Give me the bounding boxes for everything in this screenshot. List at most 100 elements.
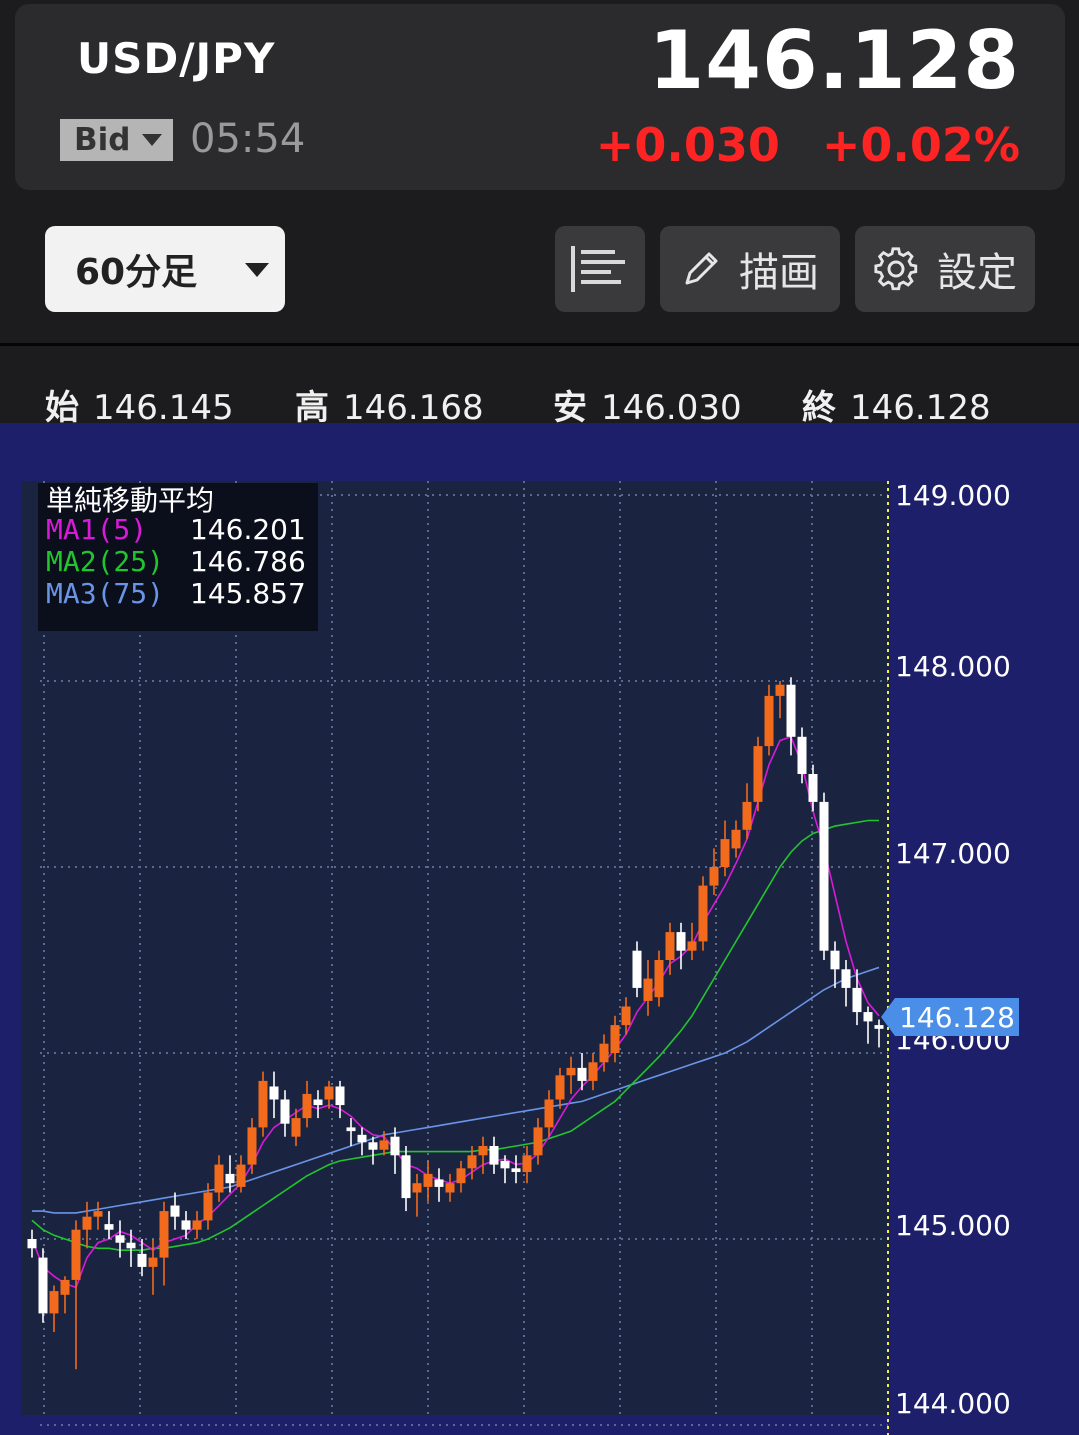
- candle: [698, 876, 708, 951]
- price-chart[interactable]: 単純移動平均 MA1(5) 146.201 MA2(25) 146.786 MA3(…: [0, 423, 1079, 1435]
- candle-body: [302, 1093, 312, 1119]
- candle: [401, 1146, 411, 1212]
- change-percent: +0.02%: [821, 118, 1020, 172]
- candle-body: [610, 1025, 620, 1053]
- settings-button[interactable]: 設定: [855, 226, 1035, 312]
- ma2-value: 146.786: [190, 545, 306, 578]
- period-label: 60分足: [75, 252, 198, 293]
- candle-body: [467, 1155, 477, 1169]
- candle: [786, 677, 796, 756]
- candle: [478, 1136, 488, 1174]
- candle-body: [49, 1291, 59, 1314]
- candle-body: [632, 950, 642, 988]
- pencil-icon: [685, 252, 718, 285]
- candle-body: [170, 1205, 180, 1217]
- draw-button[interactable]: 描画: [660, 226, 840, 312]
- candle-body: [203, 1192, 213, 1221]
- candle-body: [577, 1067, 587, 1081]
- candle-body: [93, 1211, 103, 1217]
- candle: [764, 684, 774, 756]
- candle: [412, 1173, 422, 1217]
- candle: [269, 1071, 279, 1119]
- candle-body: [181, 1220, 191, 1230]
- candle-body: [709, 867, 719, 886]
- currency-pair[interactable]: USD/JPY: [77, 34, 276, 83]
- candle: [676, 922, 686, 970]
- candle-body: [148, 1257, 158, 1267]
- ma1-row: MA1(5) 146.201: [46, 513, 306, 546]
- candle-body: [698, 885, 708, 942]
- ma2-label: MA2(25): [46, 545, 165, 578]
- candle-body: [313, 1099, 323, 1106]
- candle: [434, 1168, 444, 1202]
- ohlc-close: 終 146.128: [802, 380, 991, 429]
- candle: [82, 1201, 92, 1249]
- high-value: 146.168: [343, 388, 484, 428]
- candle: [324, 1080, 334, 1109]
- candle-body: [159, 1211, 169, 1258]
- candle-body: [60, 1279, 70, 1295]
- low-label: 安: [553, 388, 587, 428]
- low-value: 146.030: [601, 388, 742, 428]
- candle-body: [676, 932, 686, 951]
- candle: [104, 1211, 114, 1239]
- candle-body: [863, 1012, 873, 1022]
- candle-body: [775, 684, 785, 696]
- y-tick-label: 149.000: [895, 479, 1011, 512]
- ohlc-open: 始 146.145: [45, 380, 234, 429]
- candle-body: [236, 1164, 246, 1187]
- candle-body: [588, 1062, 598, 1081]
- ohlc-low: 安 146.030: [553, 380, 742, 429]
- candle-body: [456, 1168, 466, 1184]
- candle-body: [368, 1142, 378, 1150]
- quote-panel: USD/JPY Bid 05:54 146.128 +0.030 +0.02%: [15, 4, 1065, 190]
- close-value: 146.128: [850, 388, 991, 428]
- candle-body: [27, 1239, 37, 1249]
- candle-body: [786, 684, 796, 737]
- candle: [379, 1131, 389, 1156]
- candle-body: [390, 1136, 400, 1156]
- chevron-down-icon: [245, 263, 269, 277]
- ma-legend: 単純移動平均 MA1(5) 146.201 MA2(25) 146.786 MA3(…: [38, 483, 318, 631]
- order-book-button[interactable]: [555, 226, 645, 312]
- candle: [258, 1071, 268, 1137]
- candle-body: [764, 695, 774, 747]
- candle: [313, 1090, 323, 1119]
- candle-body: [599, 1043, 609, 1063]
- y-tick-label: 148.000: [895, 650, 1011, 683]
- candle: [643, 960, 653, 1016]
- candle-body: [115, 1235, 125, 1243]
- ma3-line: [32, 966, 880, 1214]
- bid-ask-selector[interactable]: Bid: [60, 119, 173, 161]
- candle: [522, 1146, 532, 1184]
- candle: [863, 1006, 873, 1044]
- candle: [357, 1127, 367, 1156]
- candle: [390, 1127, 400, 1174]
- candle: [709, 848, 719, 895]
- candle-body: [753, 746, 763, 802]
- candle-body: [38, 1257, 48, 1314]
- candle: [302, 1080, 312, 1128]
- candle-body: [269, 1086, 279, 1100]
- ma3-value: 145.857: [190, 577, 306, 610]
- lines-icon: [571, 246, 625, 292]
- ma2-row: MA2(25) 146.786: [46, 545, 306, 578]
- ma1-line: [31, 735, 880, 1289]
- candle-body: [665, 932, 675, 960]
- candle: [588, 1053, 598, 1091]
- candle: [214, 1155, 224, 1202]
- candle-body: [841, 969, 851, 988]
- candle: [753, 736, 763, 812]
- candle: [137, 1239, 147, 1277]
- candle: [819, 792, 829, 960]
- candle-body: [258, 1080, 268, 1128]
- candle: [500, 1155, 510, 1184]
- candlestick-chart[interactable]: [0, 423, 1079, 1435]
- candle: [247, 1118, 257, 1174]
- period-selector[interactable]: 60分足: [45, 226, 285, 312]
- candle: [544, 1090, 554, 1137]
- candle-body: [852, 987, 862, 1013]
- plot-area: [22, 481, 890, 1415]
- ma2-line: [31, 819, 879, 1251]
- quote-time: 05:54: [190, 116, 306, 162]
